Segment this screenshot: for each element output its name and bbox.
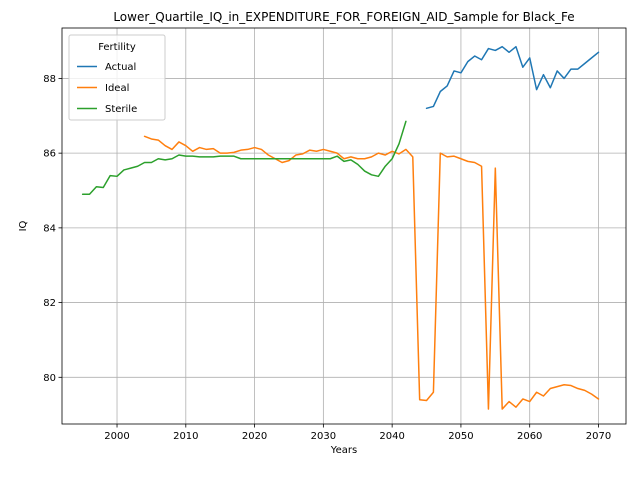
legend-box	[68, 34, 166, 121]
x-tick-label: 2060	[517, 431, 542, 442]
y-tick-label: 82	[43, 298, 56, 309]
chart-title: Lower_Quartile_IQ_in_EXPENDITURE_FOR_FOR…	[113, 10, 574, 24]
x-tick-label: 2030	[311, 431, 336, 442]
legend-label-actual: Actual	[105, 62, 136, 73]
series-line-sterile	[81, 120, 407, 195]
series-lines	[81, 45, 600, 410]
y-tick-label: 84	[43, 223, 56, 234]
axis-ticks: 2000 2010 2020 2030 2040 2050 2060 2070 80 82 84 86…	[43, 74, 611, 442]
legend-label-sterile: Sterile	[105, 104, 137, 115]
legend-title: Fertility	[98, 42, 136, 53]
series-line-actual	[425, 45, 600, 110]
y-tick-label: 80	[43, 373, 56, 384]
x-tick-label: 2050	[448, 431, 473, 442]
x-axis-label: Years	[330, 445, 357, 456]
x-tick-label: 2070	[586, 431, 611, 442]
y-tick-label: 88	[43, 74, 56, 85]
plot-area-frame	[61, 27, 627, 425]
grid-lines	[62, 28, 626, 424]
x-tick-label: 2040	[379, 431, 404, 442]
series-line-ideal	[143, 135, 600, 410]
x-tick-label: 2020	[242, 431, 267, 442]
x-tick-label: 2010	[173, 431, 198, 442]
x-tick-label: 2000	[104, 431, 129, 442]
legend-label-ideal: Ideal	[105, 83, 129, 94]
y-tick-label: 86	[43, 149, 56, 160]
legend: Fertility Actual Ideal Sterile	[68, 34, 166, 121]
y-axis-label: IQ	[18, 220, 29, 231]
